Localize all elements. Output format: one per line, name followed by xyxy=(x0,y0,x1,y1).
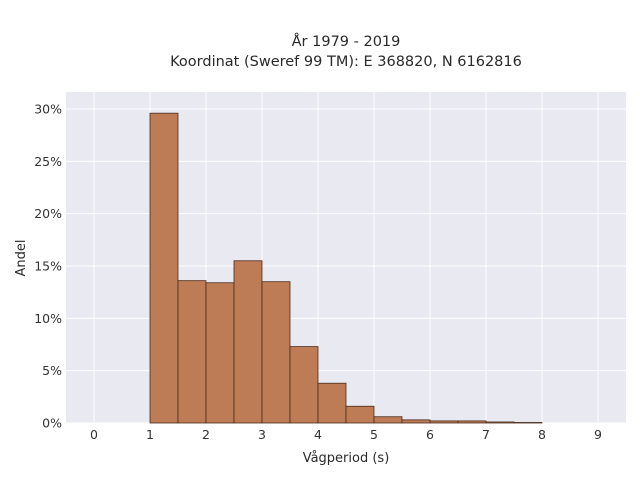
x-tick-label-5: 5 xyxy=(370,427,378,442)
bar-8 xyxy=(373,416,403,424)
x-tick-label-4: 4 xyxy=(314,427,322,442)
bar-10 xyxy=(429,420,459,424)
bar-12 xyxy=(485,421,515,424)
x-tick-label-3: 3 xyxy=(258,427,266,442)
x-tick-label-6: 6 xyxy=(426,427,434,442)
y-tick-label-6: 30% xyxy=(34,102,62,117)
y-tick-label-0: 0% xyxy=(42,416,62,431)
bar-7 xyxy=(345,405,375,424)
x-axis-label: Vågperiod (s) xyxy=(303,451,390,466)
bar-0 xyxy=(149,112,179,424)
y-axis-label: Andel xyxy=(14,240,29,277)
y-tick-label-5: 25% xyxy=(34,154,62,169)
x-tick-label-0: 0 xyxy=(90,427,98,442)
x-tick-label-9: 9 xyxy=(594,427,602,442)
chart-title-line2: Koordinat (Sweref 99 TM): E 368820, N 61… xyxy=(170,54,522,70)
y-tick-label-3: 15% xyxy=(34,259,62,274)
x-tick-label-1: 1 xyxy=(146,427,154,442)
bar-11 xyxy=(457,420,487,424)
bars-layer xyxy=(149,112,543,424)
x-tick-label-8: 8 xyxy=(538,427,546,442)
bar-1 xyxy=(177,280,207,424)
bar-3 xyxy=(233,260,263,424)
bar-13 xyxy=(513,422,543,424)
x-axis-ticks: 0 1 2 3 4 5 6 7 8 9 xyxy=(90,427,602,442)
bar-9 xyxy=(401,419,431,424)
chart-title-line1: År 1979 - 2019 xyxy=(292,33,401,50)
bar-6 xyxy=(317,382,347,424)
y-tick-label-2: 10% xyxy=(34,311,62,326)
bar-2 xyxy=(205,282,235,424)
y-tick-label-1: 5% xyxy=(42,363,62,378)
x-tick-label-7: 7 xyxy=(482,427,490,442)
x-tick-label-2: 2 xyxy=(202,427,210,442)
bar-5 xyxy=(289,346,319,424)
y-tick-label-4: 20% xyxy=(34,206,62,221)
bar-4 xyxy=(261,281,291,424)
y-axis-ticks: 0% 5% 10% 15% 20% 25% 30% xyxy=(34,102,62,431)
